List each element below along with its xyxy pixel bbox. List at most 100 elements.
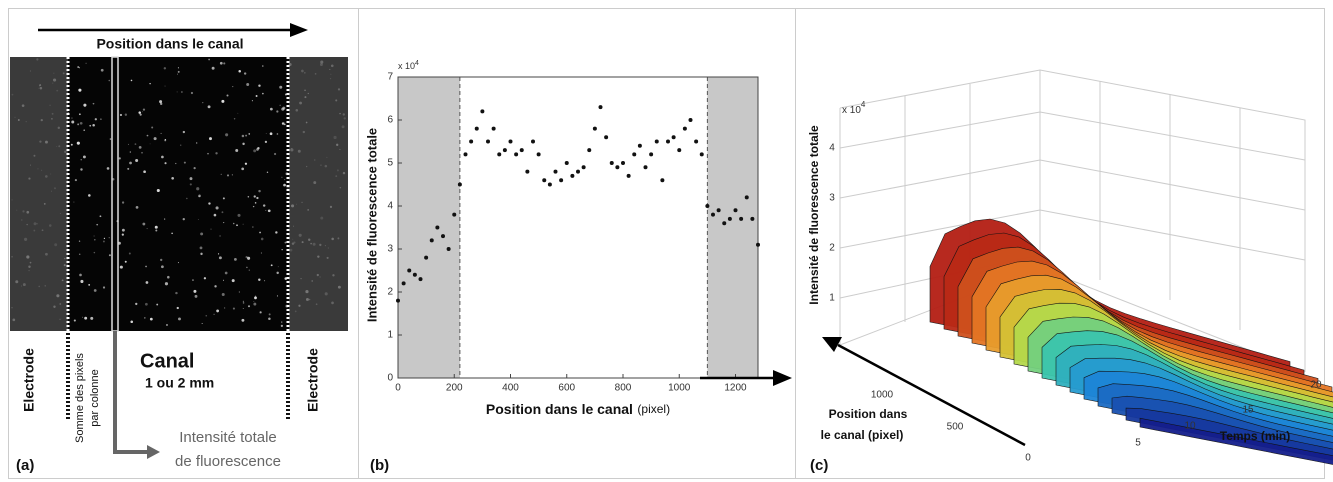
particle	[78, 113, 81, 116]
particle	[109, 138, 112, 140]
particle	[100, 118, 102, 120]
particle	[39, 86, 43, 90]
particle	[332, 274, 335, 277]
particle	[102, 240, 105, 243]
data-point	[446, 247, 451, 251]
particle	[119, 265, 123, 269]
particle	[279, 85, 283, 89]
particle	[304, 72, 306, 74]
particle	[121, 233, 124, 236]
data-point	[587, 148, 592, 153]
particle	[38, 87, 40, 89]
particle	[276, 271, 279, 275]
time-tick-label: 15	[1242, 405, 1254, 416]
particle	[237, 213, 241, 217]
data-point	[531, 139, 535, 144]
particle	[161, 265, 164, 269]
electrode-label: Electrode	[305, 348, 321, 412]
particle	[265, 132, 267, 134]
particle	[223, 62, 226, 65]
x-tick-label: 0	[395, 383, 401, 394]
particle	[143, 170, 146, 174]
particle	[164, 282, 169, 286]
particle	[124, 260, 127, 263]
particle	[251, 100, 253, 102]
particle	[232, 85, 234, 88]
particle	[220, 173, 222, 176]
particle	[68, 79, 70, 81]
particle	[235, 148, 239, 152]
arrow-head	[773, 370, 792, 386]
particle	[118, 157, 121, 160]
particle	[37, 168, 39, 170]
particle	[45, 140, 48, 144]
particle	[338, 286, 340, 288]
particle	[129, 161, 132, 165]
particle	[252, 205, 255, 208]
data-point	[705, 204, 710, 208]
arrow-head	[822, 337, 842, 352]
particle	[88, 283, 91, 286]
particle	[343, 117, 346, 120]
panel-c: x 104 Intensité de fluorescence totale P…	[807, 69, 1333, 474]
particle	[297, 149, 301, 153]
particle	[221, 211, 224, 214]
position-label: Position dans le canal	[96, 36, 243, 52]
particle	[331, 301, 334, 305]
particle	[203, 277, 207, 280]
particle	[243, 72, 247, 75]
particle	[20, 285, 22, 287]
particle	[308, 238, 311, 241]
data-point	[722, 221, 727, 226]
y-tick-label: 7	[387, 72, 393, 83]
particle	[29, 261, 32, 264]
particle	[33, 229, 36, 232]
data-point	[694, 139, 699, 144]
data-point	[643, 165, 648, 170]
data-point	[750, 216, 755, 221]
particle	[82, 316, 84, 318]
particle	[260, 237, 264, 241]
particle	[284, 277, 288, 280]
particle	[151, 126, 154, 129]
y-tick-label: 5	[387, 158, 393, 169]
particle	[226, 94, 229, 97]
particle	[288, 227, 290, 229]
particle	[219, 235, 221, 237]
particle	[59, 303, 62, 305]
data-point	[581, 165, 586, 170]
canal-width: 1 ou 2 mm	[145, 375, 214, 391]
particle	[242, 302, 245, 304]
particle	[28, 265, 31, 268]
x-tick-label: 1200	[724, 383, 747, 394]
particle	[270, 264, 273, 267]
data-point	[519, 148, 524, 153]
particle	[145, 265, 147, 268]
particle	[268, 313, 271, 316]
data-point	[637, 143, 642, 148]
particle	[142, 222, 146, 226]
data-point	[542, 178, 547, 183]
y-multiplier: x 104	[398, 60, 419, 72]
particle	[149, 143, 151, 145]
particle	[73, 319, 76, 322]
particle	[241, 134, 245, 138]
data-point	[632, 152, 637, 157]
particle	[56, 146, 58, 148]
z-tick-label: 2	[829, 243, 835, 254]
particle	[63, 257, 66, 260]
data-point	[435, 225, 440, 230]
particle	[145, 281, 149, 284]
particle	[242, 308, 244, 309]
particle	[236, 224, 238, 227]
particle	[77, 66, 80, 68]
exponent: 4	[861, 100, 866, 109]
particle	[232, 222, 235, 225]
particle	[336, 143, 339, 146]
particle	[154, 225, 158, 229]
particle	[335, 99, 338, 102]
particle	[200, 252, 203, 256]
data-point	[711, 212, 715, 217]
particle	[59, 318, 61, 320]
